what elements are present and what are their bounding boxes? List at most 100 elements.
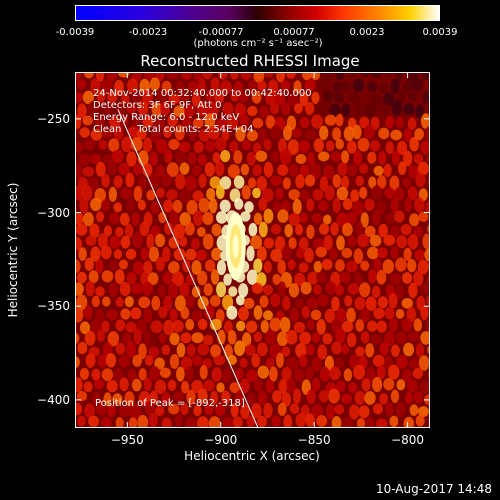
intensity-blob [322,72,333,83]
intensity-blob [204,402,214,416]
intensity-blob [340,393,353,404]
intensity-blob [317,344,327,360]
intensity-blob [124,223,134,239]
intensity-blob [265,115,276,129]
intensity-blob [356,418,366,428]
intensity-blob [95,286,105,297]
intensity-blob [418,211,429,222]
intensity-blob [169,308,178,321]
intensity-blob [335,138,345,150]
intensity-blob [390,225,400,239]
intensity-blob [155,256,165,272]
intensity-blob [137,199,146,211]
intensity-blob [393,187,405,202]
intensity-blob [243,297,255,309]
colorbar [75,5,440,21]
intensity-blob [390,197,399,214]
intensity-blob [284,224,293,238]
intensity-blob [406,306,416,323]
intensity-blob [288,283,300,298]
plot-title: Reconstructed RHESSI Image [140,52,360,70]
intensity-blob [346,140,357,154]
intensity-blob [313,138,324,153]
intensity-blob [355,175,365,187]
intensity-blob [220,150,231,163]
intensity-blob [132,232,143,248]
intensity-blob [234,102,246,118]
intensity-blob [310,163,321,180]
intensity-blob [359,186,368,199]
intensity-blob [332,197,341,214]
intensity-blob [191,237,200,250]
intensity-blob [263,139,272,151]
intensity-blob [341,320,354,333]
intensity-blob [391,150,400,166]
intensity-blob [94,379,105,390]
intensity-blob [90,197,102,212]
intensity-blob [148,246,159,262]
intensity-blob [156,187,165,198]
intensity-blob [283,414,293,428]
intensity-blob [162,246,171,263]
intensity-blob [339,81,352,93]
intensity-blob [202,72,213,80]
intensity-blob [199,365,208,380]
intensity-blob [78,153,90,166]
intensity-blob [107,91,118,103]
intensity-blob [191,260,202,275]
intensity-blob [146,189,156,201]
intensity-blob [202,233,214,250]
intensity-blob [79,198,89,214]
intensity-blob [210,390,219,405]
intensity-blob [286,357,299,371]
intensity-blob [125,248,137,260]
intensity-blob [143,137,153,153]
intensity-blob [210,318,222,331]
colorbar-tick-label: -0.0023 [128,27,168,38]
intensity-blob [84,257,94,271]
intensity-blob [279,148,292,165]
intensity-blob [378,151,387,165]
intensity-blob [268,79,279,95]
intensity-blob [176,366,185,382]
intensity-blob [97,233,108,249]
intensity-blob [342,198,353,210]
intensity-blob [83,138,95,151]
intensity-blob [311,114,323,129]
intensity-blob [383,234,396,246]
intensity-blob [298,354,308,368]
intensity-blob [133,164,143,176]
intensity-blob [376,365,386,380]
rhessi-image [75,72,430,428]
intensity-blob [315,104,328,117]
intensity-blob [364,225,376,238]
intensity-blob [301,305,310,319]
intensity-blob [154,405,165,417]
intensity-blob [90,246,101,262]
intensity-blob [75,212,84,226]
intensity-blob [402,272,413,284]
intensity-blob [371,286,381,298]
intensity-blob [354,296,366,311]
intensity-blob [414,128,424,141]
intensity-blob [137,101,149,116]
intensity-blob [125,321,137,333]
intensity-blob [345,212,357,226]
intensity-blob [83,305,93,320]
intensity-blob [174,124,185,141]
intensity-blob [337,162,348,176]
intensity-blob [414,249,425,262]
intensity-blob [101,417,112,428]
intensity-blob [293,321,306,333]
intensity-blob [75,72,82,81]
intensity-blob [141,281,153,296]
intensity-blob [147,272,159,285]
intensity-blob [196,101,209,117]
intensity-blob [272,201,281,212]
intensity-blob [90,154,101,164]
intensity-blob [82,166,95,177]
intensity-blob [424,126,430,142]
intensity-blob [76,79,86,90]
intensity-blob [235,126,246,142]
intensity-blob [78,247,87,261]
